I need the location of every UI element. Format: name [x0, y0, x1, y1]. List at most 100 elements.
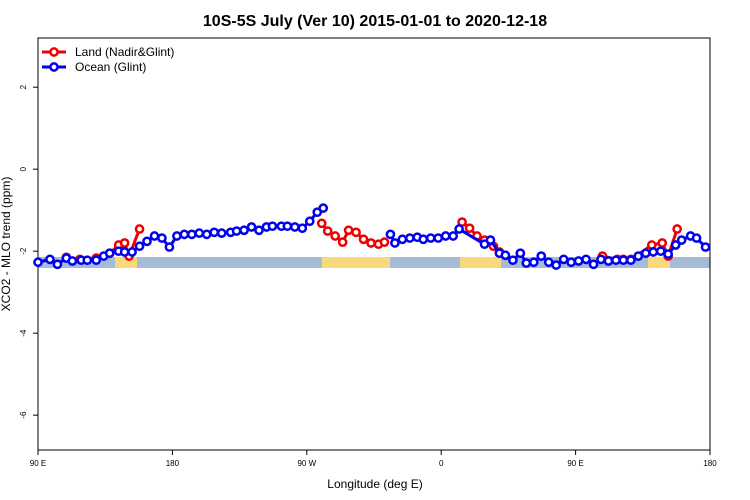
x-axis-label: Longitude (deg E) [327, 477, 422, 491]
land-band [322, 257, 390, 268]
y-tick-label: 0 [19, 166, 28, 171]
data-point [425, 233, 436, 243]
land-band [648, 257, 670, 268]
data-point [366, 238, 376, 248]
data-point [194, 228, 205, 238]
data-point [304, 216, 315, 227]
data-point [448, 231, 458, 241]
data-point [157, 233, 167, 243]
chart-title: 10S-5S July (Ver 10) 2015-01-01 to 2020-… [203, 13, 547, 30]
y-tick-label: -6 [19, 411, 28, 419]
data-point [351, 227, 361, 238]
data-point [385, 229, 396, 240]
data-point [267, 221, 278, 232]
data-point [691, 233, 702, 243]
data-point [633, 251, 644, 261]
data-point [209, 227, 220, 238]
data-point [337, 237, 348, 248]
data-point [322, 226, 333, 236]
data-point [33, 257, 43, 268]
data-point [640, 248, 651, 259]
data-point [528, 257, 539, 268]
data-point [91, 255, 102, 266]
data-point [433, 233, 444, 243]
data-point [596, 254, 606, 265]
data-point [52, 259, 63, 270]
data-point [216, 228, 227, 238]
data-point [127, 247, 137, 257]
data-point [297, 223, 308, 234]
legend-marker [49, 62, 59, 72]
data-point [104, 248, 115, 259]
data-point [657, 238, 668, 248]
data-point [663, 249, 674, 259]
data-point [543, 257, 554, 268]
y-tick-label: 2 [19, 84, 28, 89]
y-tick-label: -2 [19, 247, 28, 255]
data-point [318, 203, 329, 213]
data-point [390, 238, 400, 248]
data-point [573, 256, 584, 266]
y-tick-label: -4 [19, 329, 28, 337]
data-point [515, 248, 526, 259]
data-point [358, 234, 369, 245]
x-tick-label: 180 [703, 459, 717, 468]
data-point [164, 242, 175, 252]
data-point [558, 254, 569, 265]
legend-label: Ocean (Glint) [75, 60, 146, 74]
surface-band [38, 257, 710, 268]
data-point [670, 240, 681, 250]
data-point [551, 260, 562, 270]
data-point [343, 225, 354, 236]
legend-label: Land (Nadir&Glint) [75, 45, 174, 59]
x-tick-label: 90 W [297, 459, 316, 468]
data-point [700, 242, 711, 252]
data-point [186, 229, 197, 240]
data-point [179, 229, 190, 240]
data-point [655, 246, 666, 257]
x-tick-label: 90 E [30, 459, 46, 468]
data-point [119, 238, 130, 248]
data-point [67, 256, 78, 266]
data-point [134, 241, 145, 252]
data-point [397, 234, 408, 245]
data-point [508, 255, 518, 266]
land-band [460, 257, 501, 268]
legend-marker [49, 47, 59, 57]
data-point [672, 224, 682, 234]
data-point [618, 255, 629, 266]
land-band [115, 257, 137, 268]
x-tick-label: 90 E [567, 459, 583, 468]
data-point [239, 225, 249, 236]
data-point [290, 222, 300, 232]
data-point [536, 251, 547, 261]
plot-frame [37, 37, 711, 451]
data-point [454, 224, 464, 234]
data-point [500, 250, 511, 261]
data-point [566, 257, 576, 268]
data-point [246, 222, 257, 232]
data-point [521, 258, 532, 268]
data-point [379, 237, 390, 248]
data-point [603, 256, 614, 266]
y-axis-label: XCO2 - MLO trend (ppm) [0, 177, 13, 312]
data-point [588, 259, 599, 270]
data-point [142, 236, 152, 247]
data-point [149, 231, 160, 241]
data-point [201, 229, 212, 240]
data-point [626, 255, 636, 266]
data-point [134, 224, 145, 234]
x-tick-label: 0 [439, 459, 444, 468]
data-point [282, 221, 293, 232]
data-point [440, 231, 451, 241]
data-point [45, 254, 55, 265]
data-point [404, 233, 415, 243]
data-point [611, 255, 621, 266]
data-point [485, 235, 496, 245]
data-point [82, 255, 93, 266]
data-point [316, 218, 327, 229]
data-point [231, 226, 242, 236]
x-tick-label: 180 [166, 459, 180, 468]
data-point [119, 247, 130, 257]
